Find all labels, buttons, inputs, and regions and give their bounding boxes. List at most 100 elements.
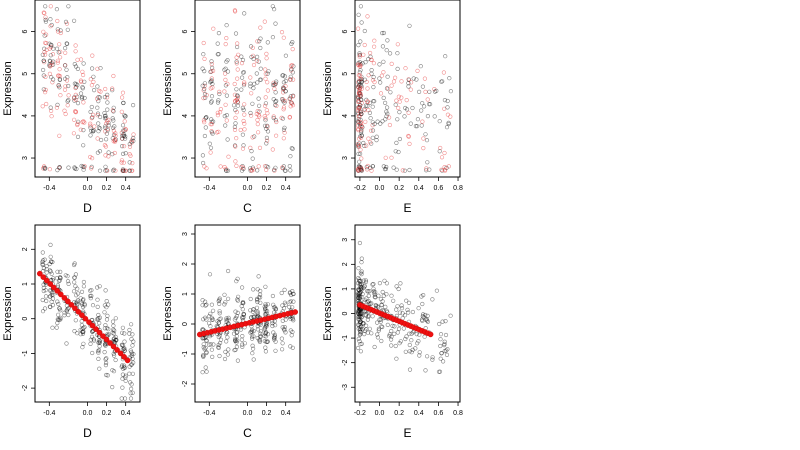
data-point bbox=[216, 299, 221, 304]
data-point bbox=[264, 135, 270, 140]
y-axis-label: Expression bbox=[162, 61, 174, 115]
data-point-red bbox=[63, 50, 68, 55]
data-point bbox=[55, 269, 60, 274]
data-point bbox=[71, 262, 77, 268]
data-point bbox=[366, 314, 372, 319]
data-point bbox=[215, 100, 221, 105]
data-point bbox=[91, 74, 96, 79]
data-point bbox=[103, 360, 109, 366]
data-point bbox=[64, 67, 69, 72]
data-point bbox=[403, 349, 408, 354]
data-point-red bbox=[406, 133, 411, 139]
data-point bbox=[73, 272, 78, 277]
data-point bbox=[72, 166, 77, 171]
data-point-red bbox=[288, 63, 294, 68]
data-point bbox=[255, 314, 260, 319]
data-point-red bbox=[209, 76, 214, 81]
data-point bbox=[291, 64, 296, 69]
fit-point bbox=[75, 308, 82, 315]
data-point bbox=[273, 102, 278, 108]
data-point bbox=[380, 289, 385, 295]
data-point bbox=[404, 334, 409, 339]
data-point bbox=[398, 339, 403, 344]
data-point bbox=[239, 337, 244, 342]
data-point bbox=[357, 159, 362, 164]
data-point bbox=[232, 317, 237, 322]
data-point bbox=[129, 351, 135, 356]
data-point bbox=[359, 128, 364, 134]
data-point bbox=[258, 77, 263, 82]
data-point bbox=[397, 310, 403, 315]
data-point bbox=[231, 103, 237, 108]
data-point bbox=[358, 39, 363, 44]
data-point bbox=[122, 136, 128, 141]
data-point bbox=[48, 254, 53, 259]
data-point bbox=[208, 69, 213, 74]
data-point-red bbox=[415, 68, 420, 73]
data-point bbox=[95, 111, 101, 116]
data-point-red bbox=[78, 57, 84, 62]
data-point bbox=[91, 338, 97, 343]
x-tick-label: 0.0 bbox=[243, 410, 253, 417]
y-tick-label: 4 bbox=[182, 114, 189, 118]
data-point-red bbox=[89, 166, 94, 171]
data-point bbox=[44, 267, 49, 272]
data-point-red bbox=[73, 49, 78, 54]
data-point-red bbox=[232, 8, 237, 13]
data-point-red bbox=[78, 127, 83, 132]
data-point bbox=[209, 302, 214, 307]
data-point-red bbox=[216, 129, 221, 134]
data-point bbox=[120, 376, 125, 381]
data-point-red bbox=[255, 117, 260, 123]
data-point-red bbox=[63, 111, 68, 117]
data-point-red bbox=[366, 136, 371, 141]
data-point bbox=[225, 69, 231, 74]
data-point bbox=[203, 365, 208, 370]
data-point-red bbox=[90, 112, 96, 117]
data-point bbox=[120, 151, 126, 156]
data-point-red bbox=[215, 110, 220, 115]
data-point bbox=[110, 125, 116, 130]
data-point bbox=[281, 80, 287, 85]
data-point bbox=[73, 300, 79, 305]
data-point-red bbox=[279, 29, 285, 35]
data-point bbox=[362, 332, 367, 337]
data-point-red bbox=[202, 164, 207, 169]
points-group bbox=[40, 4, 136, 173]
x-axis-label: E bbox=[403, 426, 411, 440]
data-point bbox=[95, 150, 100, 155]
data-point bbox=[383, 100, 388, 105]
data-point bbox=[442, 339, 447, 344]
data-point bbox=[265, 322, 270, 327]
data-point bbox=[112, 124, 117, 129]
data-point-red bbox=[42, 49, 47, 55]
data-point bbox=[89, 293, 94, 299]
data-point bbox=[258, 288, 263, 294]
data-point bbox=[394, 284, 399, 289]
data-point bbox=[103, 125, 108, 130]
data-point bbox=[235, 329, 240, 335]
data-point-red bbox=[251, 62, 257, 68]
data-point bbox=[111, 331, 116, 336]
data-point bbox=[378, 296, 384, 302]
data-point bbox=[272, 332, 278, 338]
data-point-red bbox=[128, 153, 133, 158]
data-point-red bbox=[239, 60, 245, 66]
data-point bbox=[43, 166, 48, 171]
data-point bbox=[202, 347, 207, 352]
data-point bbox=[40, 262, 45, 268]
data-point bbox=[271, 305, 277, 310]
data-point bbox=[66, 306, 71, 311]
data-point bbox=[207, 272, 213, 277]
data-point bbox=[414, 332, 419, 337]
data-point-red bbox=[215, 113, 220, 118]
data-point bbox=[425, 354, 430, 359]
data-point bbox=[445, 98, 450, 104]
data-point bbox=[105, 313, 110, 319]
data-point-red bbox=[106, 117, 111, 122]
data-point-red bbox=[217, 89, 222, 94]
data-point-red bbox=[378, 91, 384, 96]
data-point-red bbox=[387, 115, 392, 120]
data-point bbox=[224, 316, 229, 321]
data-point bbox=[106, 120, 111, 125]
